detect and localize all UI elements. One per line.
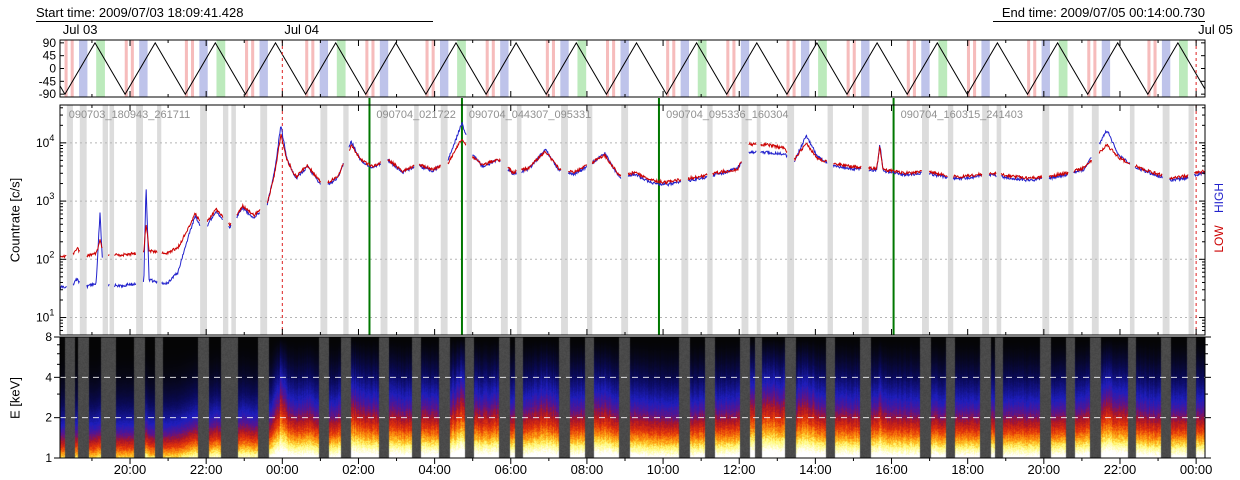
day-label: Jul 04 xyxy=(284,22,319,37)
end-time-label: End time: 2009/07/05 00:14:00.730 xyxy=(993,5,1205,22)
attitude-ytick-label: -90 xyxy=(39,87,57,101)
attitude-ytick-label: 0 xyxy=(49,62,56,76)
day-label: Jul 03 xyxy=(63,22,98,37)
countrate-curves xyxy=(60,122,1205,290)
file-id-label: 090704_044307_095331 xyxy=(469,109,591,121)
file-id-label: 090704_160315_241403 xyxy=(901,109,1023,121)
data-gap-bands xyxy=(66,105,1194,335)
flag-bands xyxy=(64,40,1188,97)
series-low-label: LOW xyxy=(1212,225,1226,253)
attitude-ytick-label: -45 xyxy=(39,74,57,88)
attitude-ytick-label: 90 xyxy=(43,36,57,50)
day-label: Jul 05 xyxy=(1198,22,1233,37)
countrate-low-series xyxy=(60,133,1205,259)
countrate-axis-label: Countrate [c/s] xyxy=(7,177,23,263)
attitude-curve xyxy=(60,41,1205,96)
spectrogram-canvas xyxy=(60,337,1205,458)
file-id-label: 090703_180943_261711 xyxy=(69,109,191,121)
attitude-ytick-label: 45 xyxy=(43,49,57,63)
countrate-ytick-label: 101 xyxy=(36,308,54,325)
series-high-label: HIGH xyxy=(1212,183,1226,213)
start-time-label: Start time: 2009/07/03 18:09:41.428 xyxy=(36,5,433,22)
countrate-ytick-label: 102 xyxy=(36,249,54,266)
countrate-ytick-label: 103 xyxy=(36,191,54,208)
file-id-label: 090704_021722 xyxy=(376,109,456,121)
countrate-high-series xyxy=(60,122,1205,290)
file-id-label: 090704_095336_160304 xyxy=(666,109,788,121)
energy-axis-label: E [keV] xyxy=(7,377,23,419)
countrate-ytick-label: 104 xyxy=(36,133,54,150)
